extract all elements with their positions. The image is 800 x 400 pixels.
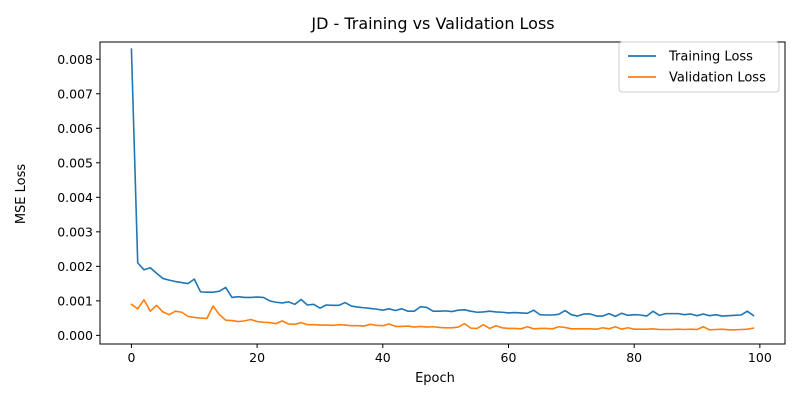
x-tick-label: 20: [249, 350, 265, 365]
x-tick-label: 40: [375, 350, 391, 365]
chart-title: JD - Training vs Validation Loss: [310, 14, 554, 33]
plot-frame: [99, 41, 786, 345]
legend-box: [618, 41, 780, 93]
x-tick-label: 80: [626, 350, 642, 365]
y-tick-label: 0.007: [57, 86, 93, 101]
legend-label-validation: Validation Loss: [669, 71, 766, 86]
legend: Training Loss Validation Loss: [618, 41, 780, 93]
x-tick-label: 0: [127, 350, 135, 365]
y-axis: 0.000 0.001 0.002 0.003 0.004 0.005 0.006 0.007…: [57, 52, 100, 343]
y-axis-title: MSE Loss: [14, 164, 29, 225]
x-axis-title: Epoch: [415, 371, 455, 386]
y-tick-label: 0.004: [57, 190, 93, 205]
y-tick-label: 0.003: [57, 224, 93, 239]
y-tick-label: 0.006: [57, 121, 93, 136]
x-axis: 0 20 40 60 80 100: [127, 344, 772, 365]
y-tick-label: 0.000: [57, 328, 93, 343]
legend-label-training: Training Loss: [668, 50, 753, 65]
x-tick-label: 60: [501, 350, 517, 365]
plot-area: [99, 41, 786, 345]
y-tick-label: 0.001: [57, 293, 93, 308]
y-tick-label: 0.005: [57, 155, 93, 170]
y-tick-label: 0.002: [57, 259, 93, 274]
training-loss-line: [130, 48, 755, 318]
x-tick-label: 100: [748, 350, 772, 365]
series-layer: [130, 48, 755, 331]
y-tick-label: 0.008: [57, 52, 93, 67]
validation-loss-line: [130, 299, 755, 331]
